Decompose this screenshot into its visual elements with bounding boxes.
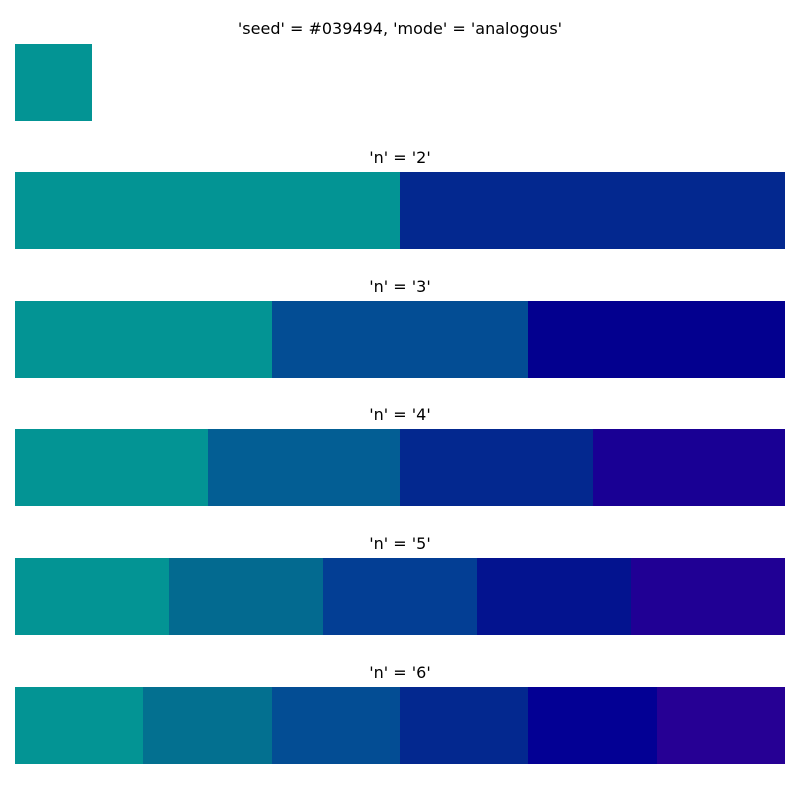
palette-swatch [528,687,657,764]
palette-swatch [528,301,786,378]
palette-swatch [477,558,631,635]
palette-swatch [169,558,323,635]
palette-swatch [271,301,529,378]
palette-swatch [399,687,529,764]
palette-swatch [631,558,785,635]
palette-swatch [656,687,785,764]
palette-strip-n3 [15,301,786,378]
seed-swatch [15,44,92,121]
palette-strip-n2 [15,172,785,249]
seed-swatch-strip [15,44,92,121]
palette-swatch [592,429,785,506]
palette-strip-n6 [15,687,785,764]
palette-swatch [323,558,477,635]
palette-swatch [207,429,400,506]
palette-title-n4: 'n' = '4' [369,405,431,424]
palette-swatch [400,172,785,249]
palette-swatch [15,172,400,249]
palette-title-n2: 'n' = '2' [369,148,431,167]
palette-swatch [15,687,144,764]
palette-title-n5: 'n' = '5' [369,534,431,553]
palette-swatch [400,429,593,506]
palette-title-n6: 'n' = '6' [369,663,431,682]
palette-swatch [15,429,208,506]
palette-swatch [15,558,169,635]
palette-strip-n5 [15,558,785,635]
palette-strip-n4 [15,429,785,506]
palette-swatch [271,687,400,764]
palette-swatch [143,687,272,764]
figure-title: 'seed' = #039494, 'mode' = 'analogous' [237,19,563,38]
palette-swatch [15,301,272,378]
palette-title-n3: 'n' = '3' [369,277,431,296]
